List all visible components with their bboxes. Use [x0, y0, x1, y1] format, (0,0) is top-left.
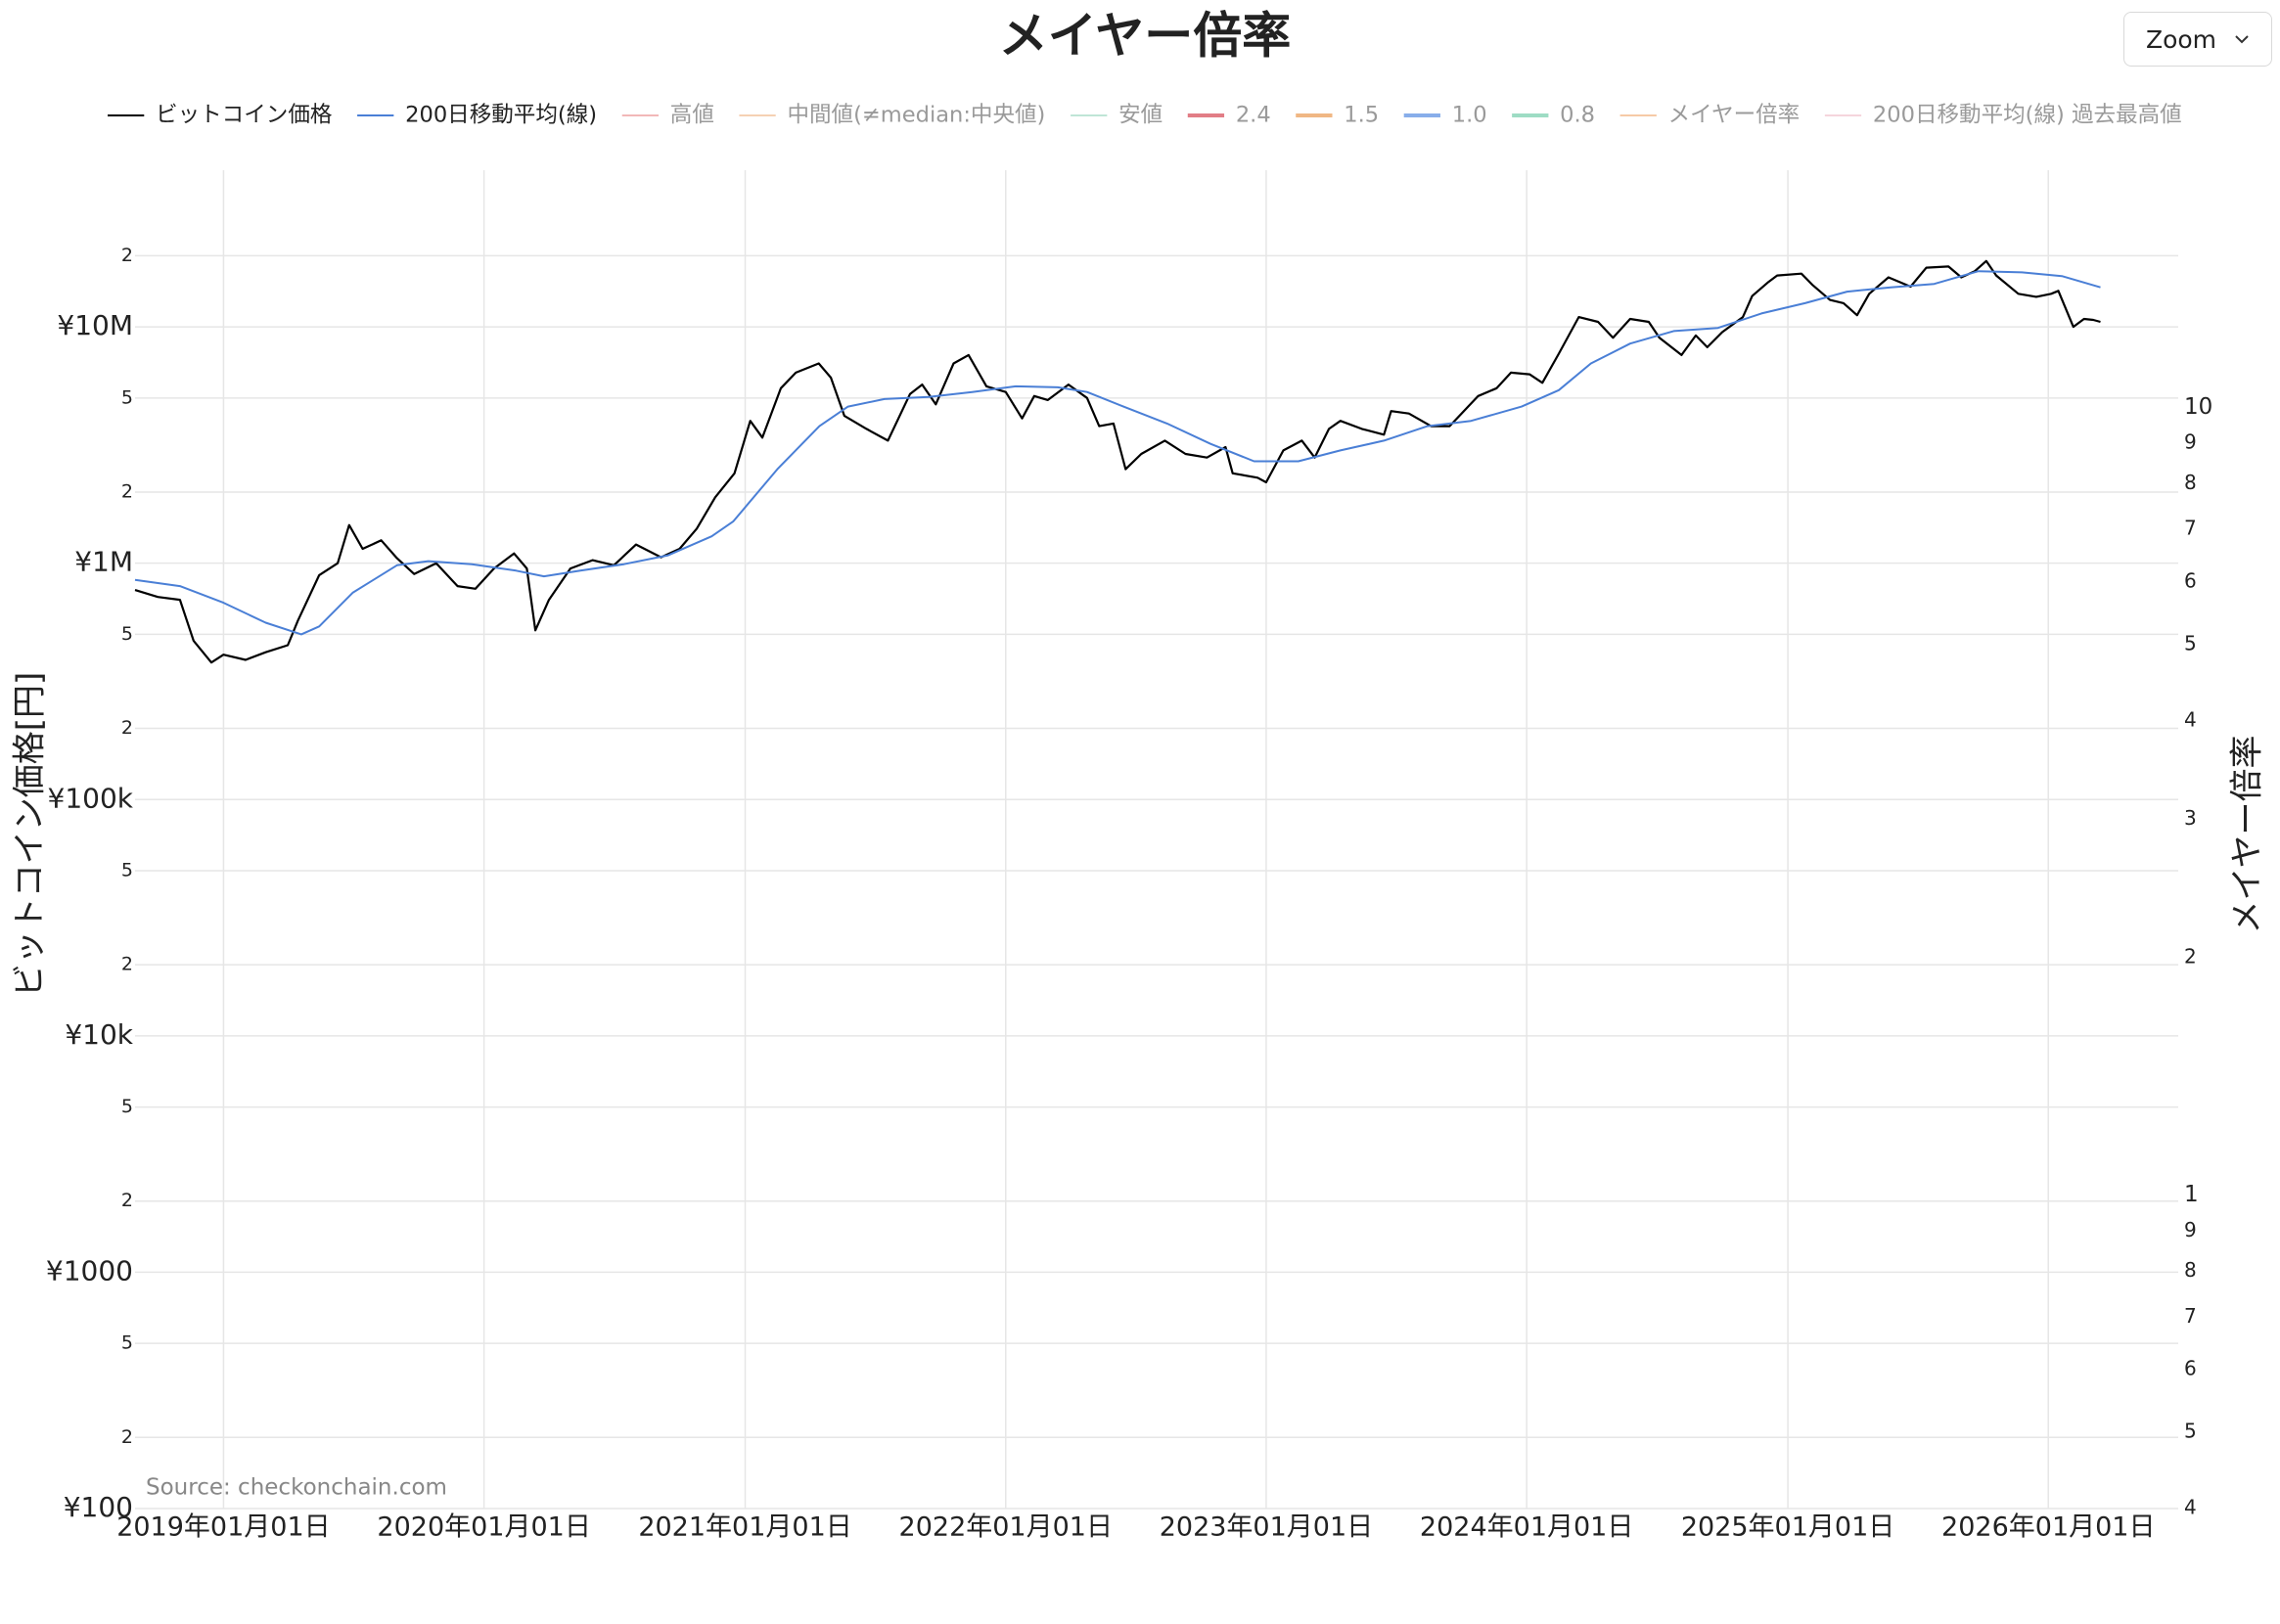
y-tick-label: ¥100 — [64, 1491, 133, 1523]
y-tick-label: ¥10k — [65, 1018, 133, 1051]
y-tick-label: 2 — [121, 717, 133, 739]
y-axis-title: ビットコイン価格[円] — [11, 672, 50, 998]
legend-label: 1.0 — [1452, 103, 1487, 128]
legend-label: メイヤー倍率 — [1668, 103, 1801, 128]
y2-tick-label: 3 — [2184, 806, 2197, 830]
y2-tick-label: 7 — [2184, 517, 2197, 540]
zoom-button[interactable]: Zoom — [2123, 12, 2272, 67]
y2-tick-label: 7 — [2184, 1304, 2197, 1328]
y-tick-label: 2 — [121, 245, 133, 266]
y-tick-label: 2 — [121, 1190, 133, 1211]
y-tick-label: 5 — [121, 859, 133, 880]
y-tick-label: 5 — [121, 386, 133, 408]
y2-tick-label: 5 — [2184, 631, 2197, 654]
series-line — [134, 259, 2101, 664]
x-tick-label: 2022年01月01日 — [899, 1512, 1113, 1543]
y2-tick-label: 6 — [2184, 569, 2197, 593]
legend: ビットコイン価格 200日移動平均(線) 高値 中間値(≠median:中央値) 安値 2… — [108, 103, 2182, 128]
y2-tick-label: 4 — [2184, 1496, 2197, 1519]
legend-label: ビットコイン価格 — [156, 103, 333, 128]
legend-label: 0.8 — [1560, 103, 1595, 128]
legend-label: 高値 — [670, 103, 714, 128]
y-tick-label: ¥1M — [74, 546, 133, 578]
x-tick-label: 2025年01月01日 — [1681, 1512, 1894, 1543]
y-tick-label: ¥100k — [48, 782, 134, 814]
y-tick-label: 5 — [121, 1096, 133, 1117]
x-tick-label: 2020年01月01日 — [377, 1512, 590, 1543]
legend-label: 中間値(≠median:中央値) — [787, 103, 1045, 128]
y2-tick-label: 2 — [2184, 945, 2197, 969]
x-tick-label: 2023年01月01日 — [1160, 1512, 1373, 1543]
y2-tick-label: 8 — [2184, 1258, 2197, 1282]
y2-tick-label: 1 — [2184, 1182, 2199, 1207]
chevron-icon — [2235, 35, 2249, 44]
x-tick-label: 2021年01月01日 — [638, 1512, 851, 1543]
legend-label: 2.4 — [1236, 103, 1271, 128]
y2-tick-label: 9 — [2184, 1218, 2197, 1241]
legend-label: 1.5 — [1344, 103, 1379, 128]
x-tick-label: 2026年01月01日 — [1941, 1512, 2155, 1543]
source-annotation: Source: checkonchain.com — [146, 1475, 447, 1501]
legend-label: 200日移動平均(線) 過去最高値 — [1873, 103, 2182, 128]
y-tick-label: 2 — [121, 1426, 133, 1448]
y-tick-label: 2 — [121, 480, 133, 502]
chart-title: メイヤー倍率 — [999, 8, 1292, 65]
x-tick-label: 2024年01月01日 — [1420, 1512, 1633, 1543]
y2-tick-label: 9 — [2184, 430, 2197, 454]
y2-axis-title: メイヤー倍率 — [2228, 736, 2267, 934]
y2-tick-label: 10 — [2184, 394, 2212, 420]
y2-tick-label: 8 — [2184, 471, 2197, 494]
zoom-label: Zoom — [2145, 24, 2217, 54]
x-tick-label: 2019年01月01日 — [116, 1512, 330, 1543]
legend-label: 安値 — [1118, 103, 1163, 128]
y-tick-label: ¥10M — [57, 309, 133, 341]
y2-tick-label: 5 — [2184, 1419, 2197, 1442]
y-tick-label: 5 — [121, 1332, 133, 1354]
y-tick-label: 2 — [121, 954, 133, 975]
series-line — [134, 270, 2101, 636]
y2-tick-label: 4 — [2184, 707, 2197, 731]
y-tick-label: 5 — [121, 623, 133, 645]
y-tick-label: ¥1000 — [46, 1254, 133, 1286]
grid — [135, 170, 2178, 1510]
legend-label: 200日移動平均(線) — [405, 103, 597, 128]
y2-tick-label: 6 — [2184, 1357, 2197, 1380]
